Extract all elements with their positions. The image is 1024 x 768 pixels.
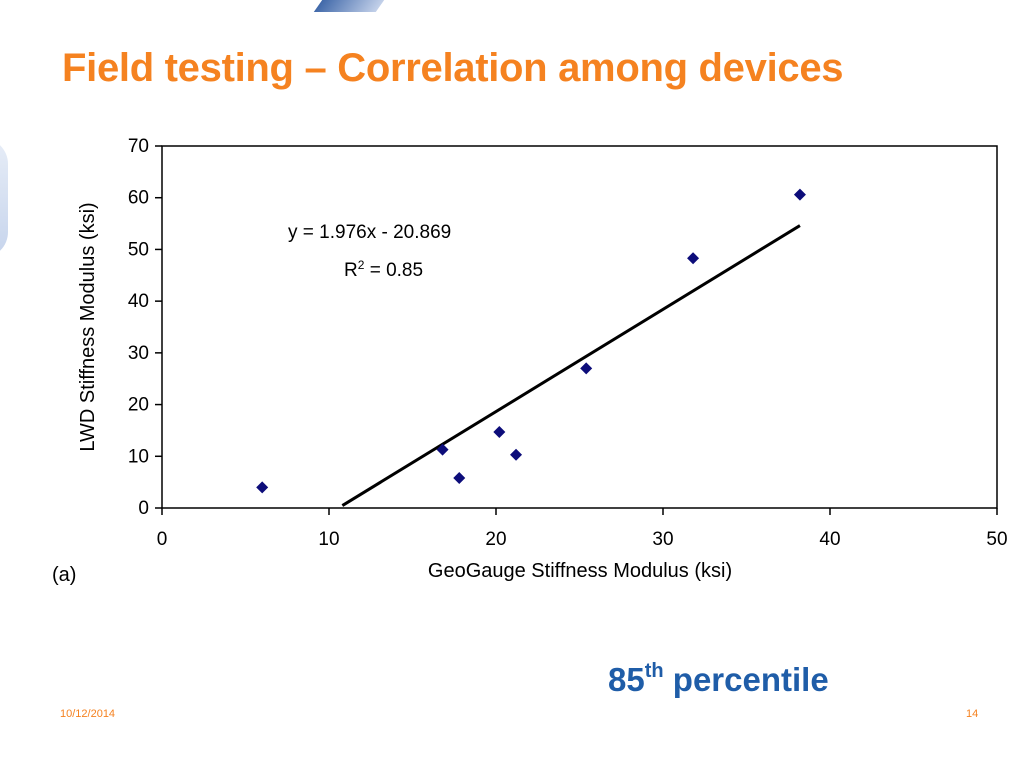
y-tick-label: 40 <box>128 291 149 312</box>
trendline <box>341 224 801 507</box>
page-number: 14 <box>966 708 979 720</box>
data-points <box>256 188 806 494</box>
data-point-marker <box>256 481 269 494</box>
y-tick-label: 10 <box>128 446 149 467</box>
y-tick-label: 70 <box>128 136 149 157</box>
slide-title: Field testing – Correlation among device… <box>62 46 844 90</box>
callout-ordinal-suffix: th <box>644 660 664 682</box>
data-point-marker <box>580 362 593 375</box>
data-point-marker <box>493 425 506 438</box>
y-tick-label: 0 <box>138 498 149 519</box>
percentile-callout: 85th percentile <box>608 660 829 699</box>
scatter-chart: 0 10 20 30 40 50 60 70 0 10 20 30 40 50 y = 1.976x -… <box>52 136 1008 586</box>
x-tick-label: 0 <box>157 529 168 550</box>
plot-area-frame <box>161 145 998 509</box>
r-squared-label: R2 = 0.85 <box>344 258 423 281</box>
left-swoosh-decoration <box>0 138 8 258</box>
y-axis: 0 10 20 30 40 50 60 70 <box>128 136 162 519</box>
x-tick-label: 40 <box>819 529 840 550</box>
callout-text: percentile <box>672 661 829 698</box>
y-tick-label: 20 <box>128 395 149 416</box>
data-point-marker <box>453 472 466 485</box>
x-tick-label: 30 <box>652 529 673 550</box>
panel-label: (a) <box>52 564 76 586</box>
data-point-marker <box>793 188 806 201</box>
x-axis-label: GeoGauge Stiffness Modulus (ksi) <box>428 560 732 582</box>
trendline-equation: y = 1.976x - 20.869 <box>288 222 451 243</box>
callout-number: 85 <box>608 661 645 698</box>
footer-date: 10/12/2014 <box>60 708 116 720</box>
data-point-marker <box>510 448 523 461</box>
y-axis-label: LWD Stiffness Modulus (ksi) <box>77 202 99 451</box>
data-point-marker <box>687 252 700 265</box>
x-tick-label: 20 <box>485 529 506 550</box>
data-point-marker <box>436 443 449 456</box>
x-tick-label: 50 <box>986 529 1007 550</box>
y-tick-label: 60 <box>128 188 149 209</box>
x-axis: 0 10 20 30 40 50 <box>157 508 1008 550</box>
x-tick-label: 10 <box>318 529 339 550</box>
y-tick-label: 30 <box>128 343 149 364</box>
y-tick-label: 50 <box>128 239 149 260</box>
